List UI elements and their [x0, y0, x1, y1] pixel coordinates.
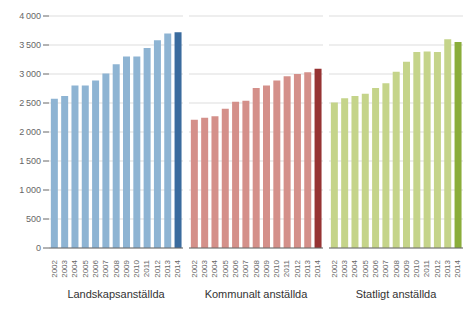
svg-text:2007: 2007 — [101, 259, 110, 277]
svg-text:2012: 2012 — [293, 259, 302, 277]
svg-text:2 500: 2 500 — [19, 98, 41, 108]
svg-text:2009: 2009 — [402, 259, 411, 277]
svg-text:2005: 2005 — [361, 259, 370, 277]
svg-text:500: 500 — [26, 214, 41, 224]
svg-text:2010: 2010 — [272, 259, 281, 277]
svg-text:2013: 2013 — [163, 259, 172, 277]
svg-text:2010: 2010 — [132, 259, 141, 277]
svg-text:2002: 2002 — [50, 259, 59, 277]
svg-text:2006: 2006 — [371, 259, 380, 277]
svg-text:4 000: 4 000 — [19, 11, 41, 21]
svg-text:Kommunalt anställda: Kommunalt anställda — [205, 288, 309, 300]
svg-text:Statligt anställda: Statligt anställda — [356, 288, 438, 300]
svg-text:2005: 2005 — [221, 259, 230, 277]
svg-text:2011: 2011 — [142, 259, 151, 277]
svg-text:2010: 2010 — [412, 259, 421, 277]
svg-text:2013: 2013 — [303, 259, 312, 277]
svg-text:2008: 2008 — [252, 259, 261, 277]
svg-text:2009: 2009 — [122, 259, 131, 277]
svg-text:2002: 2002 — [190, 259, 199, 277]
svg-text:2006: 2006 — [91, 259, 100, 277]
svg-text:2003: 2003 — [200, 259, 209, 277]
svg-text:2005: 2005 — [81, 259, 90, 277]
svg-text:2014: 2014 — [173, 259, 182, 277]
svg-text:2007: 2007 — [381, 259, 390, 277]
svg-text:2004: 2004 — [210, 259, 219, 277]
svg-text:3 500: 3 500 — [19, 40, 41, 50]
svg-text:2006: 2006 — [231, 259, 240, 277]
svg-text:2 000: 2 000 — [19, 127, 41, 137]
svg-text:1 000: 1 000 — [19, 185, 41, 195]
svg-text:2008: 2008 — [112, 259, 121, 277]
svg-text:2011: 2011 — [422, 259, 431, 277]
svg-text:2008: 2008 — [392, 259, 401, 277]
svg-text:2012: 2012 — [433, 259, 442, 277]
svg-text:2002: 2002 — [330, 259, 339, 277]
svg-text:2014: 2014 — [453, 259, 462, 277]
svg-text:Landskapsanställda: Landskapsanställda — [67, 288, 165, 300]
svg-text:2007: 2007 — [241, 259, 250, 277]
svg-text:2004: 2004 — [70, 259, 79, 277]
svg-text:2003: 2003 — [340, 259, 349, 277]
svg-text:2009: 2009 — [262, 259, 271, 277]
svg-text:3 000: 3 000 — [19, 69, 41, 79]
svg-text:2012: 2012 — [153, 259, 162, 277]
svg-text:2013: 2013 — [443, 259, 452, 277]
svg-text:2014: 2014 — [313, 259, 322, 277]
svg-text:2003: 2003 — [60, 259, 69, 277]
svg-text:2004: 2004 — [350, 259, 359, 277]
svg-text:0: 0 — [36, 243, 41, 253]
svg-text:2011: 2011 — [282, 259, 291, 277]
svg-text:1 500: 1 500 — [19, 156, 41, 166]
